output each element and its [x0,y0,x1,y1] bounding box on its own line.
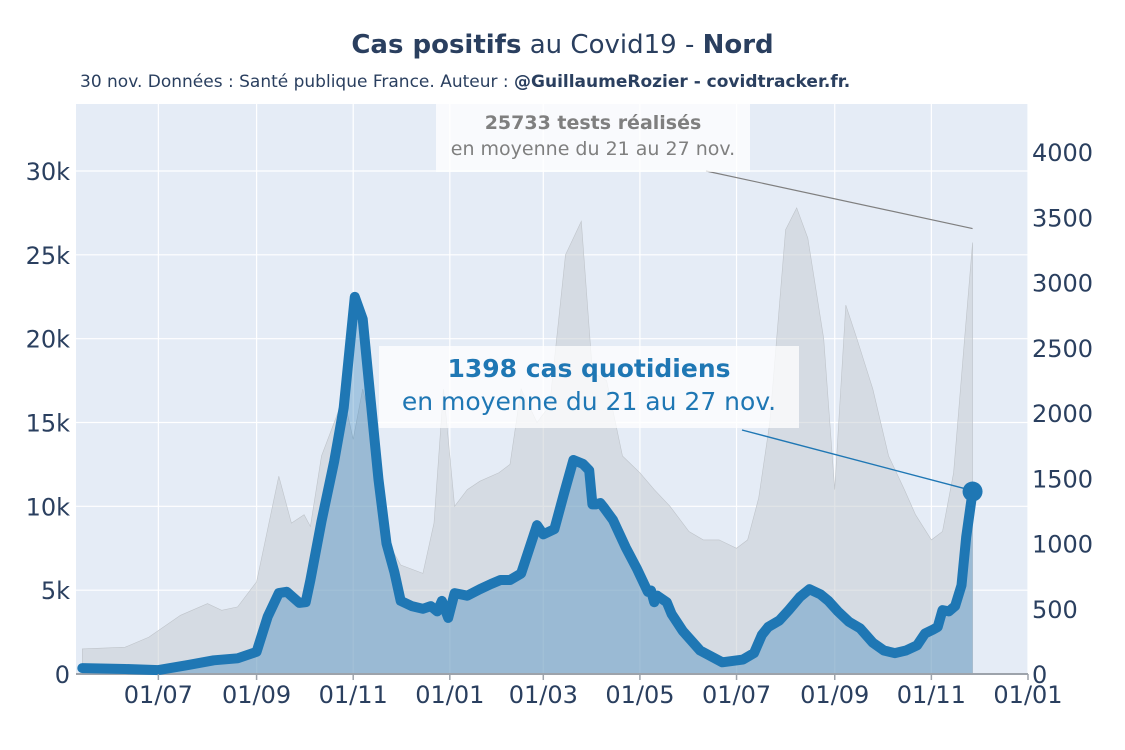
y-right-tick-label: 2500 [1032,335,1093,363]
x-tick-label: 01/07 [702,681,771,709]
cases-annotation-value: 1398 cas quotidiens [447,354,731,383]
tests-annotation-period: en moyenne du 21 au 27 nov. [450,138,736,160]
y-right-tick-label: 500 [1032,596,1078,624]
cases-area [82,296,973,674]
cases-line [77,291,978,676]
cases-end-marker [962,481,983,502]
tests-annotation-arrow [705,170,973,230]
y-right-tick-label: 3500 [1032,204,1093,232]
y-left-tick-label: 0 [55,661,70,689]
x-tick-label: 01/07 [124,681,193,709]
y-left-tick-label: 20k [26,326,71,354]
y-right-tick-label: 3000 [1032,270,1093,298]
x-tick-label: 01/03 [509,681,578,709]
x-tick-label: 01/01 [415,681,484,709]
tests-annotation-value: 25733 tests réalisés [484,112,702,134]
x-tick-label: 01/09 [800,681,869,709]
x-tick-label: 01/11 [897,681,966,709]
x-tick-label: 01/01 [993,681,1062,709]
cases-annotation-arrow [741,429,965,490]
right-axis: 0 500 1000 1500 2000 2500 3000 3500 4000 [1032,139,1093,689]
y-right-tick-label: 4000 [1032,139,1093,167]
y-right-tick-label: 1000 [1032,531,1093,559]
cases-annotation-period: en moyenne du 21 au 27 nov. [401,387,777,416]
x-tick-label: 01/11 [319,681,388,709]
y-left-tick-label: 5k [41,577,70,605]
y-left-tick-label: 15k [26,410,71,438]
title-bold-2: Nord [702,30,774,60]
tests-area [81,207,973,675]
y-right-tick-label: 0 [1032,661,1047,689]
y-right-tick-label: 1500 [1032,465,1093,493]
title-middle: au Covid19 - [521,30,703,60]
chart-subtitle: 30 nov. Données : Santé publique France.… [80,72,850,92]
subtitle-author: @GuillaumeRozier - covidtracker.fr. [514,72,851,92]
title-bold-1: Cas positifs [351,30,522,60]
x-axis: 01/07 01/09 01/11 01/01 01/03 01/05 01/07 01/09… [124,674,1063,709]
cases-annotation: 1398 cas quotidiens en moyenne du 21 au … [379,346,799,428]
y-left-tick-label: 30k [26,158,71,186]
y-left-tick-label: 10k [26,493,71,521]
x-tick-label: 01/05 [605,681,674,709]
chart-title: Cas positifs au Covid19 - Nord [0,30,1125,60]
y-right-tick-label: 2000 [1032,400,1093,428]
x-tick-label: 01/09 [222,681,291,709]
y-left-tick-label: 25k [26,242,71,270]
left-axis: 0 5k 10k 15k 20k 25k 30k [26,158,71,689]
tests-annotation: 25733 tests réalisés en moyenne du 21 au… [436,104,750,172]
subtitle-source: 30 nov. Données : Santé publique France.… [80,72,515,92]
